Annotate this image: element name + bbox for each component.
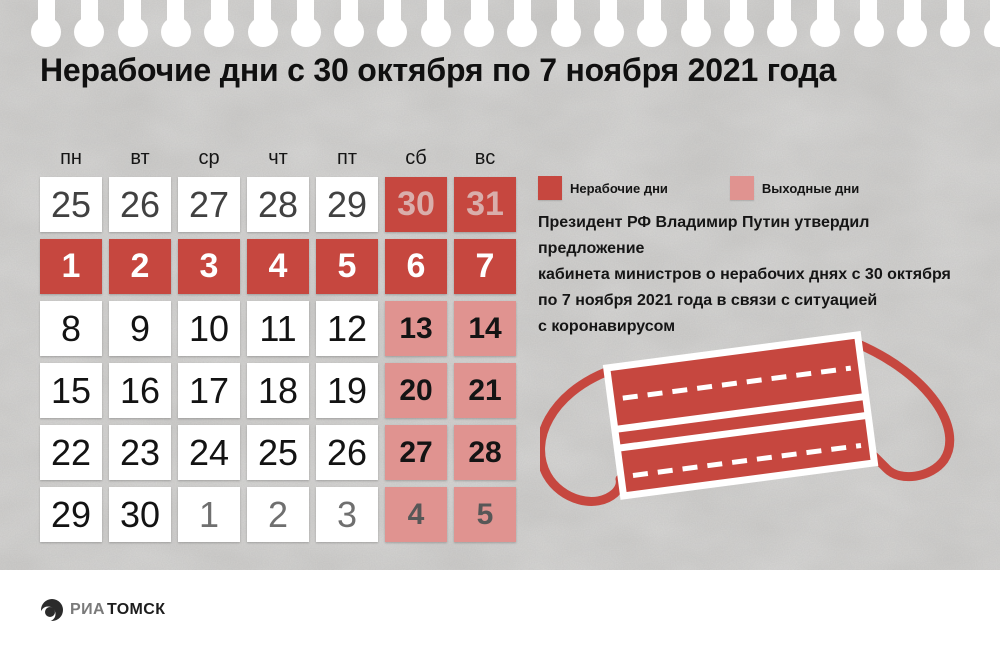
day-header: сб [405,147,427,169]
calendar-day: 8 [40,301,102,356]
calendar-day: 27 [178,177,240,232]
calendar-day: 3 [316,487,378,542]
nonworking-days-swatch [538,176,562,200]
calendar-day: 25 [40,177,102,232]
binding-pin [767,0,798,47]
legend-item-nonworking: Нерабочие дни [538,176,668,200]
calendar-day: 1 [178,487,240,542]
binding-pin [420,0,451,47]
binding-pin [204,0,235,47]
calendar-day: 4 [385,487,447,542]
day-header: вт [130,147,150,169]
mask-body [602,331,879,500]
calendar-day: 26 [316,425,378,480]
calendar-day: 28 [454,425,516,480]
medical-mask-icon [540,331,955,506]
calendar-day: 22 [40,425,102,480]
calendar-day: 6 [385,239,447,294]
calendar-day: 16 [109,363,171,418]
calendar-day: 11 [247,301,309,356]
binding-pin [507,0,538,47]
calendar-day: 5 [454,487,516,542]
calendar-day: 29 [316,177,378,232]
ria-tomsk-logo: РИА ТОМСК [40,597,165,623]
calendar-day: 1 [40,239,102,294]
calendar-day: 21 [454,363,516,418]
binding-pin [940,0,971,47]
calendar-day: 2 [247,487,309,542]
day-header: чт [268,147,288,169]
binding-pin [160,0,191,47]
logo-text-tomsk: ТОМСК [106,601,166,618]
binding-pin [290,0,321,47]
binding-pin [983,0,1000,47]
binding-pin [377,0,408,47]
day-header: ср [198,147,220,169]
binding-pin [117,0,148,47]
calendar-day: 27 [385,425,447,480]
description-text: Президент РФ Владимир Путин утвердил пре… [538,214,951,335]
calendar-day: 28 [247,177,309,232]
binding-pin [853,0,884,47]
ria-logo-icon [40,599,63,623]
binding-pin [637,0,668,47]
calendar-day: 23 [109,425,171,480]
calendar-day: 19 [316,363,378,418]
weekend-days-swatch [729,176,754,200]
calendar-day: 9 [109,301,171,356]
day-header: пн [60,147,82,169]
calendar-day: 18 [247,363,309,418]
calendar-day: 25 [247,425,309,480]
calendar-day: 29 [40,487,102,542]
binding-pin [897,0,927,47]
calendar-day: 2 [109,239,171,294]
calendar-day: 4 [247,239,309,294]
legend-item-weekend: Выходные дни [729,176,860,200]
day-header: вс [474,147,496,169]
calendar-day: 31 [454,177,516,232]
nonworking-days-label: Нерабочие дни [570,180,668,196]
binding-pin [31,0,61,47]
footer: РИА ТОМСК [0,570,1000,649]
calendar-day: 17 [178,363,240,418]
calendar-day: 30 [385,177,447,232]
mask-strap-right [851,338,955,482]
calendar-day: 10 [178,301,240,356]
paper-background: Нерабочие дни с 30 октября по 7 ноября 2… [0,0,1000,570]
calendar-day: 15 [40,363,102,418]
calendar-day: 7 [454,239,516,294]
calendar-day: 5 [316,239,378,294]
binding-pin [810,0,841,47]
calendar-day: 13 [385,301,447,356]
mask-strap-left [540,367,625,506]
calendar-day: 12 [316,301,378,356]
calendar-day: 26 [109,177,171,232]
binding-pin [247,0,278,47]
binding-pins [0,0,1000,50]
legend: Нерабочие дни Выходные дни [538,176,859,200]
binding-pin [464,0,494,47]
calendar-day: 14 [454,301,516,356]
page-title: Нерабочие дни с 30 октября по 7 ноября 2… [40,52,837,88]
binding-pin [680,0,711,47]
calendar-day: 24 [178,425,240,480]
calendar-day: 3 [178,239,240,294]
weekend-days-label: Выходные дни [761,180,860,196]
logo-text-ria: РИА [70,601,105,618]
binding-pin [593,0,624,47]
binding-pin [74,0,105,47]
calendar-day: 20 [385,363,447,418]
day-header: пт [337,147,357,169]
calendar-grid: пн вт ср чт пт сб вс 25 26 27 28 29 30 31 1 2 3 4 5 6 7 8 9 10 1… [40,147,516,542]
binding-pin [723,0,754,47]
binding-pin [550,0,581,47]
binding-pin [334,0,365,47]
calendar-day: 30 [109,487,171,542]
